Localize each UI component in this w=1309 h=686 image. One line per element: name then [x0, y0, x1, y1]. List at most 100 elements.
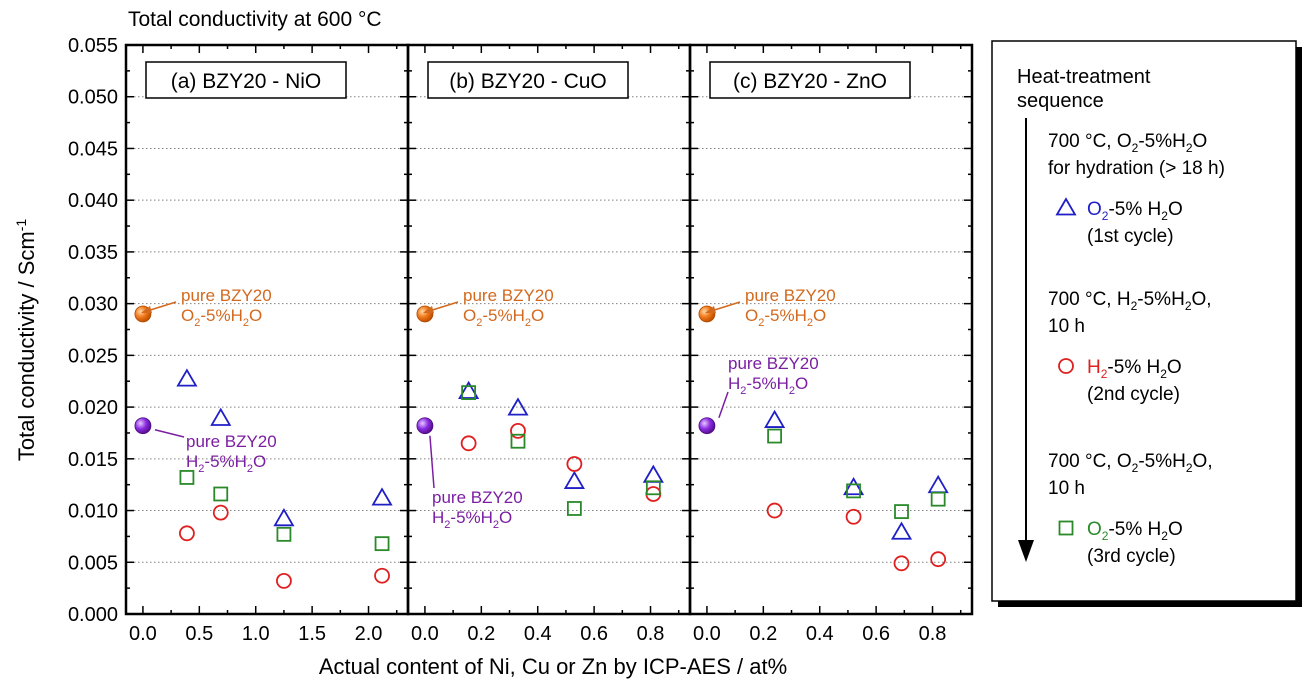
- legend-title: sequence: [1017, 90, 1104, 112]
- square-point: [895, 505, 908, 518]
- x-tick-label: 0.0: [411, 623, 439, 645]
- annotation-pure-h2: pure BZY20: [186, 432, 277, 451]
- x-tick-label: 0.4: [806, 623, 834, 645]
- x-axis-label: Actual content of Ni, Cu or Zn by ICP-AE…: [319, 654, 787, 679]
- triangle-point: [766, 412, 784, 428]
- circle-point: [214, 506, 228, 520]
- square-point: [932, 493, 945, 506]
- annotation-pure-h2-gas: H2​-5%H2​O: [728, 374, 808, 397]
- legend-step3: 10 h: [1048, 478, 1085, 499]
- triangle-point: [565, 473, 583, 489]
- annotation-pure-h2: pure BZY20: [432, 488, 523, 507]
- legend-step2: 10 h: [1048, 316, 1085, 337]
- triangle-point: [929, 477, 947, 493]
- panel-label-text: (a) BZY20 - NiO: [171, 70, 322, 93]
- panel-frame: [126, 45, 408, 614]
- square-point: [768, 430, 781, 443]
- x-tick-label: 0.8: [919, 623, 947, 645]
- y-tick-label: 0.055: [68, 35, 118, 57]
- panel-label: (c) BZY20 - ZnO: [710, 62, 910, 98]
- square-point: [180, 471, 193, 484]
- panel-frame: [690, 45, 972, 614]
- annotation-pure-o2: pure BZY20: [463, 286, 554, 305]
- annotation-pure-o2-gas: O2​-5%H2​O: [745, 306, 826, 329]
- square-point: [568, 502, 581, 515]
- y-tick-label: 0.010: [68, 501, 118, 523]
- triangle-point: [893, 523, 911, 539]
- circle-point: [462, 436, 476, 450]
- x-tick-label: 0.4: [524, 623, 552, 645]
- y-tick-label: 0.000: [68, 604, 118, 626]
- panels: 0.0 0.5 1.0 1.5 2.0 (a) BZY20 - NiO pure BZY20…: [126, 45, 972, 645]
- panel-a: 0.0 0.5 1.0 1.5 2.0 (a) BZY20 - NiO pure BZY20…: [126, 45, 408, 645]
- y-tick-label: 0.020: [68, 397, 118, 419]
- square-point: [462, 386, 475, 399]
- circle-point: [931, 552, 945, 566]
- annotation-pure-h2: pure BZY20: [728, 354, 819, 373]
- x-tick-label: 1.5: [298, 623, 326, 645]
- pure-bzy20-h2-point: [417, 418, 433, 434]
- annotation-pure-h2-gas: H2​-5%H2​O: [186, 452, 266, 475]
- circle-point: [375, 569, 389, 583]
- legend-box: [992, 41, 1296, 601]
- square-point: [376, 537, 389, 550]
- triangle-point: [212, 409, 230, 425]
- chart-title: Total conductivity at 600 °C: [128, 8, 382, 31]
- y-tick-label: 0.005: [68, 552, 118, 574]
- x-tick-label: 0.6: [862, 623, 890, 645]
- legend-title: Heat-treatment: [1017, 66, 1151, 88]
- x-tick-label: 0.5: [185, 623, 213, 645]
- y-tick-label: 0.030: [68, 294, 118, 316]
- panel-label-text: (c) BZY20 - ZnO: [733, 70, 887, 93]
- x-tick-label: 0.6: [580, 623, 608, 645]
- pure-bzy20-h2-point: [699, 418, 715, 434]
- x-tick-label: 0.0: [129, 623, 157, 645]
- circle-point: [847, 510, 861, 524]
- circle-point: [511, 424, 525, 438]
- annotation-pure-o2: pure BZY20: [745, 286, 836, 305]
- square-point: [277, 528, 290, 541]
- panel-label: (a) BZY20 - NiO: [146, 62, 346, 98]
- legend-entry3-cycle: (3rd cycle): [1087, 546, 1176, 567]
- y-tick-label: 0.045: [68, 138, 118, 160]
- x-tick-label: 2.0: [355, 623, 383, 645]
- panel-label-text: (b) BZY20 - CuO: [449, 70, 607, 93]
- pure-bzy20-h2-point: [135, 418, 151, 434]
- x-tick-label: 1.0: [242, 623, 270, 645]
- y-tick-label: 0.025: [68, 345, 118, 367]
- annotation-pure-o2: pure BZY20: [181, 286, 272, 305]
- x-tick-label: 0.2: [749, 623, 777, 645]
- y-tick-label: 0.040: [68, 190, 118, 212]
- triangle-point: [373, 489, 391, 505]
- triangle-point: [178, 370, 196, 386]
- circle-point: [277, 574, 291, 588]
- legend-entry2-cycle: (2nd cycle): [1087, 384, 1180, 405]
- panel-label: (b) BZY20 - CuO: [428, 62, 628, 98]
- legend-step1: 700 °C, O2​-5%H2​O: [1048, 131, 1207, 155]
- circle-point: [180, 526, 194, 540]
- legend-entry1: O2​-5% H2​O: [1087, 199, 1183, 223]
- y-tick-label: 0.035: [68, 242, 118, 264]
- y-axis-label: Total conductivity / Scm-1: [13, 219, 39, 462]
- triangle-point: [644, 466, 662, 482]
- annotation-arrow: [430, 436, 434, 488]
- legend-step1: for hydration (> 18 h): [1048, 158, 1225, 179]
- x-tick-label: 0.8: [637, 623, 665, 645]
- annotation-pure-o2-gas: O2​-5%H2​O: [181, 306, 262, 329]
- panel-b: 0.0 0.2 0.4 0.6 0.8 (b) BZY20 - CuO pure BZY20…: [408, 45, 690, 645]
- triangle-point: [275, 510, 293, 526]
- x-tick-label: 0.0: [693, 623, 721, 645]
- legend-entry3: O2​-5% H2​O: [1087, 519, 1183, 543]
- annotation-arrow: [155, 430, 184, 437]
- annotation-pure-h2-gas: H2​-5%H2​O: [432, 508, 512, 531]
- square-point: [214, 487, 227, 500]
- annotation-arrow: [719, 392, 728, 418]
- y-tick-labels: 0.000 0.005 0.010 0.015 0.020 0.025 0.030 0.035…: [68, 35, 118, 626]
- circle-point: [895, 556, 909, 570]
- circle-point: [567, 457, 581, 471]
- legend-entry1-cycle: (1st cycle): [1087, 226, 1174, 247]
- y-tick-label: 0.015: [68, 449, 118, 471]
- panel-c: 0.0 0.2 0.4 0.6 0.8 (c) BZY20 - ZnO pure BZY20…: [690, 45, 972, 645]
